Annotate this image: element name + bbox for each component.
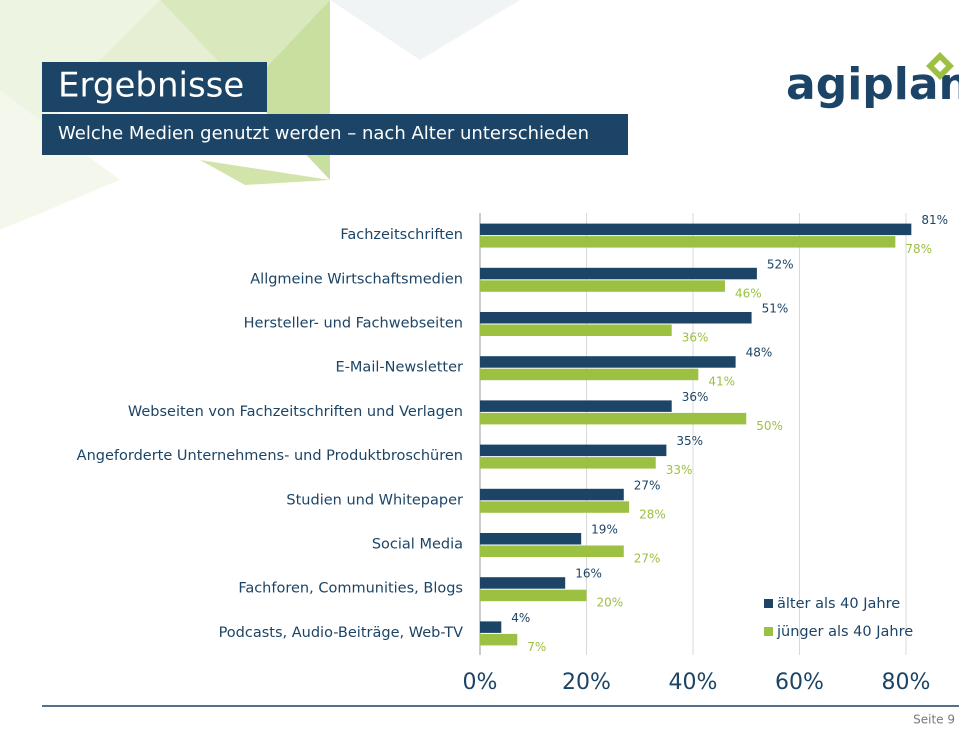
value-label: 7% — [527, 640, 546, 654]
x-tick-label: 80% — [882, 670, 931, 695]
value-label: 28% — [639, 507, 666, 521]
bar — [480, 533, 582, 545]
value-label: 46% — [735, 286, 762, 300]
y-tick-label: Hersteller- und Fachwebseiten — [244, 316, 463, 332]
title-box — [42, 62, 267, 112]
bar — [480, 621, 502, 633]
value-label: 81% — [921, 213, 948, 227]
bar — [480, 501, 630, 513]
y-tick-label: Allgmeine Wirtschaftsmedien — [250, 271, 463, 287]
value-label: 36% — [682, 390, 709, 404]
x-tick-label: 0% — [463, 670, 498, 695]
x-tick-label: 40% — [669, 670, 718, 695]
y-tick-label: Social Media — [372, 537, 463, 553]
bar — [480, 356, 736, 368]
bar — [480, 488, 624, 501]
subtitle-box — [42, 114, 628, 155]
y-tick-label: Fachzeitschriften — [340, 227, 463, 243]
value-label: 27% — [634, 552, 661, 566]
bar — [480, 400, 672, 412]
value-label: 50% — [756, 419, 783, 433]
value-label: 36% — [682, 331, 709, 345]
y-tick-label: E-Mail-Newsletter — [336, 360, 464, 376]
bar — [480, 412, 747, 425]
value-label: 51% — [762, 302, 789, 316]
value-label: 48% — [746, 346, 773, 360]
value-label: 41% — [708, 375, 735, 389]
value-label: 33% — [666, 463, 693, 477]
y-tick-label: Podcasts, Audio-Beiträge, Web-TV — [219, 625, 464, 641]
y-tick-label: Studien und Whitepaper — [286, 492, 463, 508]
value-label: 20% — [597, 596, 624, 610]
value-label: 78% — [905, 242, 932, 256]
y-tick-label: Webseiten von Fachzeitschriften und Verl… — [128, 404, 463, 420]
logo-mark — [926, 52, 954, 80]
bar — [480, 324, 672, 336]
value-label: 19% — [591, 523, 618, 537]
bar — [480, 368, 699, 381]
value-label: 35% — [676, 434, 703, 448]
bar — [480, 267, 757, 280]
bar — [480, 280, 725, 292]
bar — [480, 577, 566, 589]
bar — [480, 312, 752, 324]
x-tick-label: 60% — [775, 670, 824, 695]
value-label: 4% — [511, 611, 530, 625]
x-tick-label: 20% — [562, 670, 611, 695]
legend-swatch — [764, 599, 773, 608]
value-label: 52% — [767, 257, 794, 271]
bar — [480, 457, 656, 469]
bar — [480, 633, 518, 646]
legend-label: jünger als 40 Jahre — [776, 624, 913, 640]
bar — [480, 444, 667, 457]
y-tick-label: Fachforen, Communities, Blogs — [238, 581, 463, 597]
value-label: 16% — [575, 567, 602, 581]
subtitle: Welche Medien genutzt werden – nach Alte… — [58, 123, 589, 144]
footer: Seite 9 — [913, 713, 955, 727]
bar — [480, 236, 896, 248]
legend-swatch — [764, 627, 773, 636]
bar — [480, 589, 587, 602]
value-label: 27% — [634, 478, 661, 492]
title: Ergebnisse — [58, 66, 244, 106]
y-tick-label: Angeforderte Unternehmens- und Produktbr… — [77, 448, 463, 464]
legend-label: älter als 40 Jahre — [777, 596, 900, 612]
bar — [480, 223, 912, 236]
bar — [480, 545, 624, 557]
